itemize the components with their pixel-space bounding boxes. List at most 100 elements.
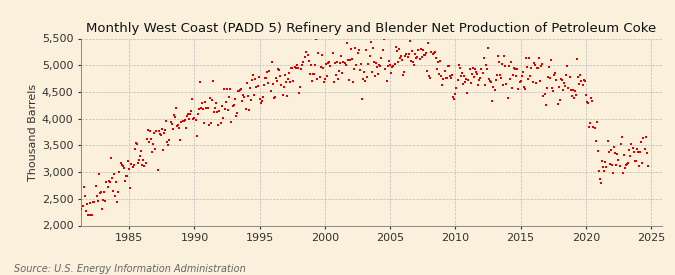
Point: [339, 60, 350, 65]
Point: [186, 109, 196, 114]
Point: [590, 138, 601, 143]
Point: [287, 66, 298, 70]
Point: [459, 74, 470, 79]
Point: [477, 71, 488, 75]
Point: [493, 60, 504, 64]
Point: [278, 84, 289, 89]
Point: [463, 78, 474, 82]
Point: [506, 85, 517, 90]
Point: [175, 138, 186, 142]
Point: [417, 48, 428, 52]
Point: [160, 128, 171, 132]
Point: [269, 95, 280, 99]
Point: [465, 81, 476, 85]
Point: [467, 66, 478, 70]
Point: [139, 164, 150, 169]
Point: [303, 59, 314, 63]
Point: [446, 76, 456, 81]
Point: [214, 109, 225, 113]
Point: [361, 47, 372, 52]
Point: [164, 138, 175, 142]
Point: [413, 48, 424, 52]
Point: [512, 67, 522, 71]
Y-axis label: Thousand Barrels: Thousand Barrels: [28, 83, 38, 181]
Point: [329, 61, 340, 65]
Point: [584, 125, 595, 129]
Point: [593, 149, 603, 153]
Point: [568, 87, 578, 92]
Point: [242, 94, 253, 98]
Point: [84, 213, 95, 217]
Point: [297, 63, 308, 68]
Point: [466, 72, 477, 76]
Point: [568, 96, 579, 100]
Point: [627, 145, 638, 150]
Point: [236, 87, 246, 91]
Point: [632, 150, 643, 155]
Point: [511, 74, 522, 79]
Point: [402, 55, 413, 60]
Point: [275, 73, 286, 78]
Point: [472, 72, 483, 76]
Point: [74, 204, 84, 208]
Point: [212, 110, 223, 114]
Point: [415, 47, 426, 52]
Point: [582, 100, 593, 104]
Point: [157, 127, 167, 131]
Point: [116, 163, 127, 167]
Point: [205, 96, 215, 101]
Point: [501, 82, 512, 87]
Point: [352, 50, 363, 55]
Point: [588, 125, 599, 130]
Point: [328, 80, 339, 84]
Point: [239, 95, 250, 99]
Point: [80, 209, 91, 213]
Point: [580, 93, 591, 98]
Point: [448, 94, 458, 99]
Point: [364, 54, 375, 58]
Point: [583, 101, 593, 105]
Point: [548, 88, 559, 93]
Point: [107, 176, 117, 180]
Point: [110, 194, 121, 199]
Point: [87, 213, 98, 217]
Point: [392, 60, 403, 65]
Point: [595, 177, 605, 181]
Point: [504, 64, 514, 68]
Point: [604, 161, 615, 166]
Point: [203, 122, 214, 127]
Point: [235, 87, 246, 92]
Point: [452, 78, 463, 82]
Point: [586, 95, 597, 100]
Point: [424, 73, 435, 78]
Point: [274, 68, 285, 72]
Point: [394, 46, 404, 51]
Point: [636, 140, 647, 144]
Point: [533, 66, 543, 70]
Point: [629, 159, 640, 163]
Point: [228, 103, 239, 108]
Point: [587, 98, 598, 103]
Point: [324, 59, 335, 64]
Point: [288, 78, 299, 83]
Point: [317, 53, 327, 57]
Point: [607, 163, 618, 167]
Point: [325, 64, 335, 68]
Point: [171, 106, 182, 110]
Point: [262, 70, 273, 75]
Point: [529, 60, 539, 65]
Point: [254, 97, 265, 101]
Point: [456, 74, 466, 78]
Point: [317, 66, 328, 70]
Point: [292, 63, 302, 68]
Point: [483, 46, 493, 50]
Point: [159, 131, 169, 136]
Point: [500, 63, 511, 68]
Point: [421, 51, 431, 56]
Point: [308, 72, 319, 76]
Point: [479, 82, 490, 87]
Point: [166, 122, 177, 126]
Point: [223, 108, 234, 112]
Point: [389, 62, 400, 66]
Point: [490, 77, 501, 82]
